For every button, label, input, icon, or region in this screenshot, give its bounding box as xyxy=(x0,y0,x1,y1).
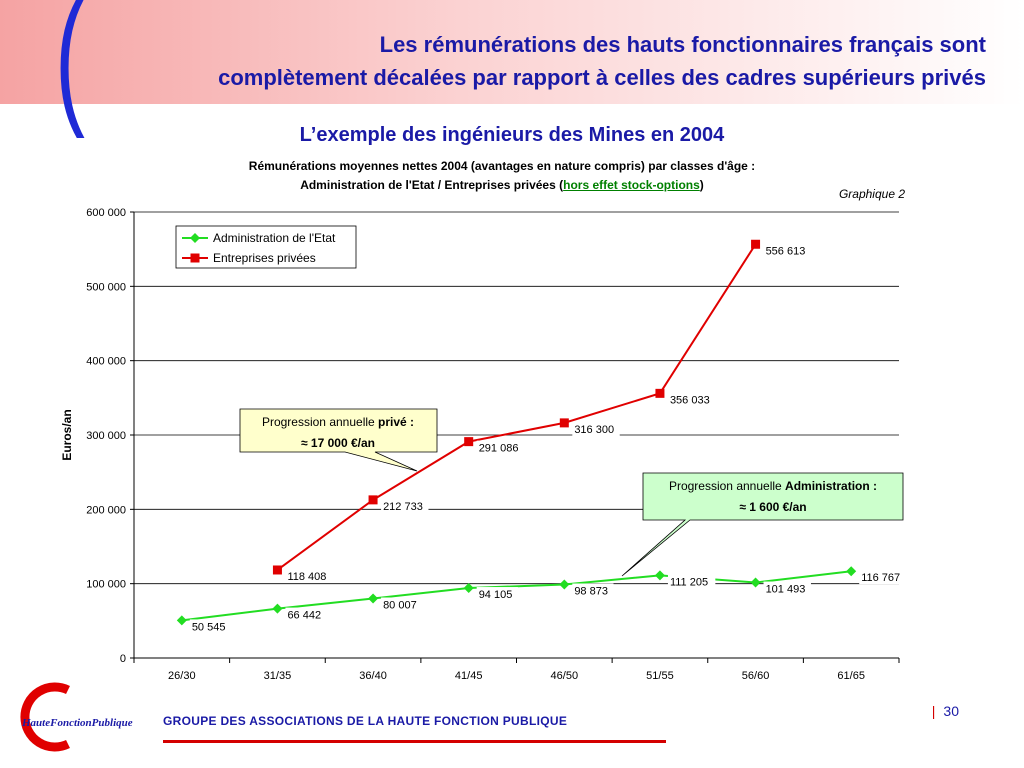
y-tick-label: 600 000 xyxy=(86,207,126,219)
data-point-private xyxy=(559,418,569,428)
data-label: 111 205 xyxy=(670,576,708,588)
x-tick-label: 36/40 xyxy=(359,670,387,682)
data-label: 118 408 xyxy=(287,571,326,583)
data-label-bg xyxy=(763,243,811,258)
x-tick-label: 31/35 xyxy=(264,670,292,682)
data-label-bg xyxy=(667,574,716,589)
x-tick-label: 56/60 xyxy=(742,670,770,682)
legend-box xyxy=(175,225,357,269)
legend-marker xyxy=(190,253,200,263)
data-label: 94 105 xyxy=(479,589,513,601)
page-bar: | xyxy=(931,703,936,719)
data-label: 116 767 xyxy=(861,572,900,584)
data-label: 316 300 xyxy=(574,424,614,436)
data-point-administration xyxy=(654,570,665,581)
x-tick-label: 51/55 xyxy=(646,670,674,682)
data-label: 356 033 xyxy=(670,394,710,406)
data-label-bg xyxy=(667,392,716,407)
y-tick-label: 500 000 xyxy=(86,281,126,293)
y-tick-label: 300 000 xyxy=(86,430,126,442)
y-tick-label: 0 xyxy=(120,653,126,665)
hfp-logo-icon xyxy=(20,682,70,752)
annotation-private-line2: ≈ 17 000 €/an xyxy=(301,436,375,450)
footer-text: GROUPE DES ASSOCIATIONS DE LA HAUTE FONC… xyxy=(163,714,568,728)
legend-marker xyxy=(190,233,200,243)
y-tick-label: 200 000 xyxy=(86,504,126,516)
graph-label: Graphique 2 xyxy=(838,187,905,201)
annotation-private-bold: privé : xyxy=(378,415,414,429)
stock-options-link[interactable]: hors effet stock-options xyxy=(563,178,700,192)
page-number-value: 30 xyxy=(943,703,959,719)
data-point-administration xyxy=(463,583,474,594)
x-tick-label: 26/30 xyxy=(168,670,196,682)
data-label-bg xyxy=(285,607,327,622)
data-point-private xyxy=(655,388,665,398)
data-point-administration xyxy=(846,566,857,577)
data-label-bg xyxy=(285,568,333,583)
data-label: 66 442 xyxy=(287,610,321,622)
annotation-administration-bold: Administration : xyxy=(785,479,877,493)
data-label-bg xyxy=(381,498,429,513)
series-line-private xyxy=(276,243,757,571)
data-label-bg xyxy=(476,440,525,455)
x-tick-label: 61/65 xyxy=(837,670,865,682)
page-number: | 30 xyxy=(932,703,959,719)
data-label-bg xyxy=(476,587,518,602)
annotation-administration-line1: Progression annuelle Administration : xyxy=(669,479,877,493)
annotation-private-line1: Progression annuelle privé : xyxy=(262,415,414,429)
data-label: 291 086 xyxy=(479,443,519,455)
footer-line xyxy=(163,740,666,743)
data-label-bg xyxy=(572,421,620,436)
series-line-administration xyxy=(181,570,852,622)
chart-subtitle-line1: Rémunérations moyennes nettes 2004 (avan… xyxy=(248,159,756,173)
data-label: 212 733 xyxy=(383,501,423,513)
data-label-bg xyxy=(859,570,907,585)
slide-title-line1: Les rémunérations des hauts fonctionnair… xyxy=(379,32,986,57)
y-tick-label: 400 000 xyxy=(86,356,126,368)
data-label-bg xyxy=(189,619,232,634)
data-label-bg xyxy=(381,597,423,612)
data-label: 50 545 xyxy=(192,621,226,633)
data-point-private xyxy=(272,565,282,575)
data-point-private xyxy=(368,495,378,505)
subtitle-suffix: ) xyxy=(699,178,704,192)
annotation-private-box xyxy=(239,408,438,472)
data-label-bg xyxy=(572,583,614,598)
x-tick-label: 41/45 xyxy=(455,670,483,682)
slide-title-line2: complètement décalées par rapport à cell… xyxy=(218,65,986,90)
legend-entry: Entreprises privées xyxy=(213,251,316,265)
y-axis-label: Euros/an xyxy=(60,409,74,460)
data-point-administration xyxy=(368,593,379,604)
header-band xyxy=(0,0,1024,104)
slide-title: Les rémunérations des hauts fonctionnair… xyxy=(86,28,986,94)
annotation-administration-line2: ≈ 1 600 €/an xyxy=(739,500,806,514)
data-label: 556 613 xyxy=(766,245,806,257)
annotation-administration-box xyxy=(621,472,904,577)
x-tick-label: 46/50 xyxy=(551,670,579,682)
data-label: 101 493 xyxy=(766,584,806,596)
data-label: 98 873 xyxy=(574,586,608,598)
y-tick-label: 100 000 xyxy=(86,579,126,591)
bracket-decoration: ( xyxy=(55,0,85,139)
data-point-administration xyxy=(176,615,187,626)
data-label: 80 007 xyxy=(383,600,417,612)
data-point-administration xyxy=(272,603,283,614)
data-point-administration xyxy=(750,577,761,588)
data-point-private xyxy=(464,437,474,447)
chart-subtitle-line2: Administration de l'Etat / Entreprises p… xyxy=(0,178,1004,192)
data-point-administration xyxy=(559,579,570,590)
legend-entry: Administration de l'Etat xyxy=(213,231,336,245)
data-point-private xyxy=(751,239,761,249)
subtitle-prefix: Administration de l'Etat / Entreprises p… xyxy=(300,178,564,192)
data-label-bg xyxy=(763,581,811,596)
logo-text: HauteFonctionPublique xyxy=(22,717,133,729)
chart-heading: L’exemple des ingénieurs des Mines en 20… xyxy=(299,124,725,146)
